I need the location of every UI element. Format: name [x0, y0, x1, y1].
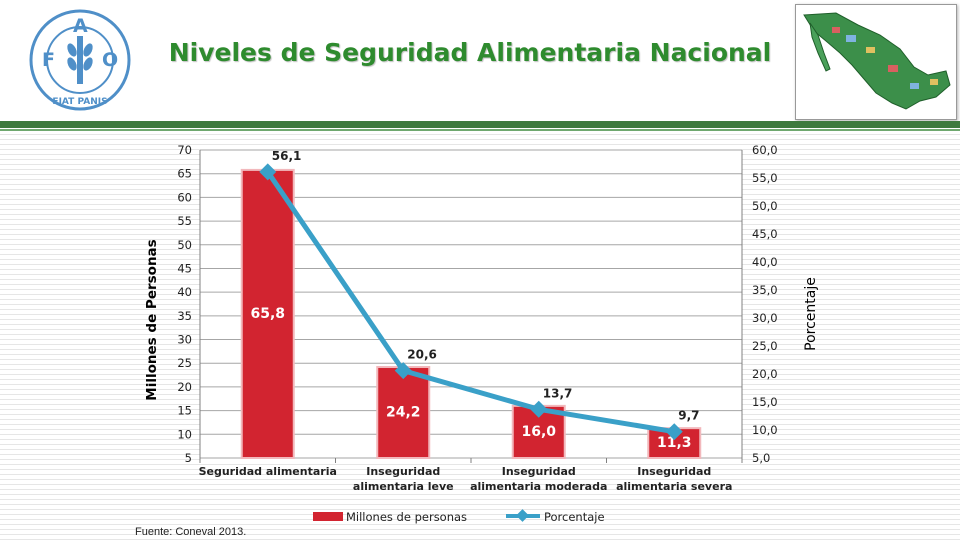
- line-data-label: 13,7: [543, 386, 573, 400]
- y-tick-label-right: 25,0: [752, 339, 778, 353]
- legend: Millones de personas Porcentaje: [313, 509, 605, 524]
- y-tick-label-left: 70: [177, 143, 192, 157]
- y-axis-left-title: Millones de Personas: [144, 239, 160, 400]
- header-rule: [0, 121, 960, 128]
- x-tick-label: alimentaria moderada: [470, 480, 607, 493]
- line-point: [259, 163, 277, 181]
- legend-item-bars: Millones de personas: [313, 510, 467, 524]
- y-tick-label-right: 20,0: [752, 367, 778, 381]
- y-tick-label-left: 50: [177, 238, 192, 252]
- bar-data-label: 65,8: [250, 306, 285, 322]
- mexico-map-icon: [803, 12, 951, 110]
- legend-marker-line: [516, 509, 529, 522]
- y-tick-label-left: 25: [177, 356, 192, 370]
- y-tick-label-right: 55,0: [752, 171, 778, 185]
- source-note: Fuente: Coneval 2013.: [135, 526, 247, 538]
- x-tick-label: Seguridad alimentaria: [199, 465, 337, 478]
- y-tick-label-left: 20: [177, 380, 192, 394]
- x-axis: Seguridad alimentaria Inseguridad alimenta…: [199, 465, 733, 493]
- logo-letter-a: A: [73, 15, 88, 37]
- line-data-label: 20,6: [407, 348, 437, 362]
- header: F A O FIAT PANIS Niveles de Seguridad Al…: [0, 0, 960, 122]
- x-tick-label: Inseguridad: [502, 465, 576, 478]
- x-tick-label: alimentaria severa: [616, 480, 732, 493]
- y-tick-label-right: 10,0: [752, 423, 778, 437]
- logo-letter-f: F: [42, 49, 55, 71]
- y-tick-label-right: 40,0: [752, 255, 778, 269]
- bar-data-label: 24,2: [386, 405, 421, 421]
- line-point: [394, 362, 412, 380]
- line-series: 56,1 20,6 13,7 9,7: [259, 149, 700, 441]
- y-tick-label-left: 60: [177, 190, 192, 204]
- series-line: [265, 170, 675, 435]
- y-tick-label-right: 15,0: [752, 395, 778, 409]
- fao-logo: F A O FIAT PANIS: [29, 9, 131, 111]
- bar-data-label: 11,3: [657, 435, 692, 451]
- x-tick-label: alimentaria leve: [353, 480, 454, 493]
- legend-label-bars: Millones de personas: [346, 510, 467, 524]
- header-rule-thin: [0, 129, 960, 131]
- y-tick-label-right: 35,0: [752, 283, 778, 297]
- mexico-map-image: [795, 4, 957, 120]
- y-tick-label-right: 30,0: [752, 311, 778, 325]
- y-axis-left: 5 10 15 20 25 30 35 40 45 50 55 60 65 70: [177, 143, 192, 465]
- line-point: [530, 400, 548, 418]
- legend-item-line: Porcentaje: [506, 509, 605, 524]
- line-data-label: 9,7: [678, 409, 699, 423]
- logo-letter-o: O: [102, 49, 118, 71]
- y-tick-label-right: 45,0: [752, 227, 778, 241]
- logo-motto: FIAT PANIS: [52, 97, 107, 107]
- line-point: [665, 423, 683, 441]
- legend-label-line: Porcentaje: [544, 510, 605, 524]
- y-tick-label-right: 5,0: [752, 451, 770, 465]
- y-tick-label-left: 15: [177, 404, 192, 418]
- page-title: Niveles de Seguridad Alimentaria Naciona…: [168, 38, 772, 67]
- y-tick-label-left: 65: [177, 167, 192, 181]
- x-tick-label: Inseguridad: [366, 465, 440, 478]
- y-tick-label-left: 45: [177, 261, 192, 275]
- y-tick-label-left: 40: [177, 285, 192, 299]
- y-tick-label-left: 55: [177, 214, 192, 228]
- y-tick-label-left: 30: [177, 333, 192, 347]
- line-data-label: 56,1: [272, 149, 302, 163]
- y-axis-right-title: Porcentaje: [803, 277, 819, 351]
- bar: [376, 366, 431, 460]
- y-tick-label-right: 60,0: [752, 143, 778, 157]
- y-tick-label-left: 35: [177, 309, 192, 323]
- y-tick-label-right: 50,0: [752, 199, 778, 213]
- legend-swatch-bars: [313, 512, 343, 521]
- x-tick-label: Inseguridad: [637, 465, 711, 478]
- y-tick-label-left: 5: [185, 451, 192, 465]
- y-axis-right: 5,0 10,0 15,0 20,0 25,0 30,0 35,0 40,0 45,0 50,0 5…: [752, 143, 778, 465]
- y-tick-label-left: 10: [177, 427, 192, 441]
- bar: [240, 168, 295, 459]
- bar-data-label: 16,0: [521, 424, 556, 440]
